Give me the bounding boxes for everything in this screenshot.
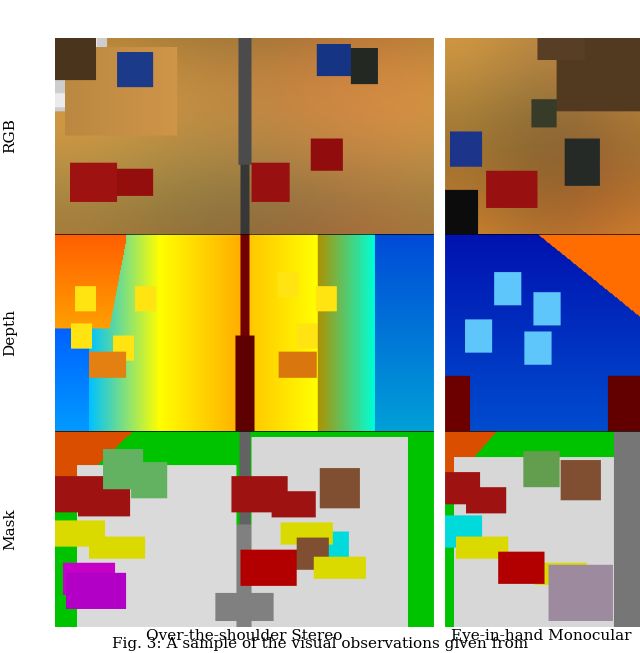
Text: Fig. 3: A sample of the visual observations given from: Fig. 3: A sample of the visual observati… [112,637,528,651]
Text: RGB: RGB [3,119,17,153]
Text: Depth: Depth [3,309,17,356]
Text: Over-the-shoulder Stereo: Over-the-shoulder Stereo [147,629,343,643]
Text: Mask: Mask [3,508,17,550]
Text: Eye-in-hand Monocular: Eye-in-hand Monocular [451,629,632,643]
